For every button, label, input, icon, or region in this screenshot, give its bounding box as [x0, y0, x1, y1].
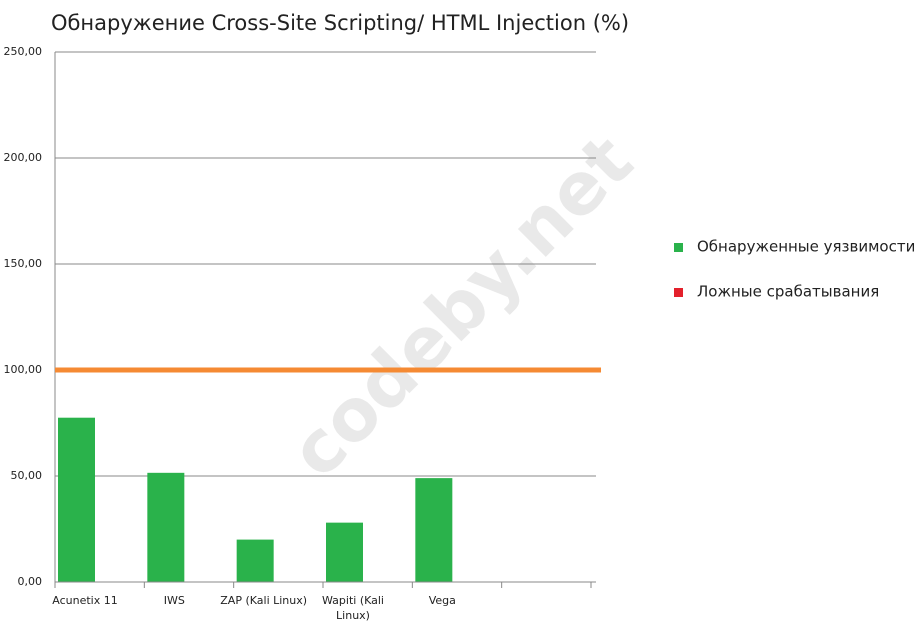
legend-swatch [674, 288, 683, 297]
y-tick-label: 150,00 [4, 257, 43, 270]
bar [415, 478, 453, 582]
x-tick-label: Wapiti (Kali Linux) [322, 594, 384, 622]
y-tick-label: 200,00 [4, 151, 43, 164]
y-tick-label: 100,00 [4, 363, 43, 376]
y-tick-label: 0,00 [18, 575, 43, 588]
bar [236, 539, 274, 582]
bar [147, 472, 185, 582]
x-tick-label: Acunetix 11 [52, 594, 118, 607]
bar [326, 522, 363, 582]
legend-swatch [674, 243, 683, 252]
x-tick-label: IWS [163, 594, 185, 607]
x-tick-label: ZAP (Kali Linux) [220, 594, 308, 607]
legend-label: Обнаруженные уязвимости [697, 238, 915, 256]
bar [58, 417, 95, 582]
legend-label: Ложные срабатывания [697, 283, 879, 301]
y-tick-label: 250,00 [4, 45, 43, 58]
x-tick-label: Vega [428, 594, 456, 607]
chart-title: Обнаружение Cross-Site Scripting/ HTML I… [51, 11, 629, 35]
y-tick-label: 50,00 [11, 469, 43, 482]
watermark: codeby.net [274, 119, 649, 494]
